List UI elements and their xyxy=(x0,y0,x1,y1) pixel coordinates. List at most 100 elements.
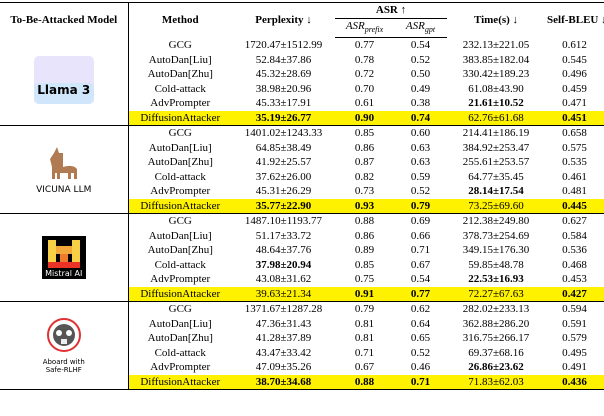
value-cell: 0.79 xyxy=(394,198,448,215)
header-cell: Self-BLEU ↓ xyxy=(545,1,604,38)
table-row: AutoDan[Zhu] 41.28±37.89 0.81 0.65 316.75±26… xyxy=(0,331,604,346)
value-cell: 0.74 xyxy=(394,110,448,127)
model-logo: Llama 3 xyxy=(2,55,126,109)
method-cell: AutoDan[Zhu] xyxy=(147,68,213,81)
value-cell: 255.61±253.57 xyxy=(462,156,530,169)
page: To-Be-Attacked Model Method Perplexity ↓… xyxy=(0,1,604,391)
table-row: DiffusionAttacker 39.63±21.34 0.91 0.77 72.2… xyxy=(0,286,604,303)
value-cell: 47.36±31.43 xyxy=(255,317,312,330)
value-cell: 0.471 xyxy=(562,97,587,110)
value-cell: 0.78 xyxy=(354,53,375,66)
value-cell: 0.453 xyxy=(562,273,587,286)
method-cell: AdvPrompter xyxy=(150,185,211,198)
logo-art xyxy=(44,143,84,186)
value-cell: 0.67 xyxy=(354,361,375,374)
value-cell: 0.496 xyxy=(562,68,587,81)
method-cell: GCG xyxy=(168,38,192,51)
model-logo: Mistral AI xyxy=(2,235,126,280)
value-cell: 43.47±33.42 xyxy=(255,346,312,359)
method-cell: AdvPrompter xyxy=(150,97,211,110)
value-cell: 0.91 xyxy=(335,286,394,303)
value-cell: 0.89 xyxy=(354,244,375,257)
value-cell: 61.08±43.90 xyxy=(468,82,524,95)
value-cell: 362.88±286.20 xyxy=(462,317,530,330)
table-row: AdvPrompter 43.08±31.62 0.75 0.54 22.53±16.9… xyxy=(0,272,604,287)
method-cell: AutoDan[Liu] xyxy=(148,317,212,330)
value-cell: 383.85±182.04 xyxy=(462,53,530,66)
value-cell: 0.62 xyxy=(410,303,431,316)
value-cell: 0.445 xyxy=(545,198,604,215)
logo-text: Aboard with xyxy=(42,357,85,366)
method-cell: Cold-attack xyxy=(154,258,206,271)
header-text: ASR xyxy=(405,20,425,32)
method-cell: AutoDan[Liu] xyxy=(148,229,212,242)
table-row: Cold-attack 43.47±33.42 0.71 0.52 69.37±68.1… xyxy=(0,346,604,361)
value-cell: 0.594 xyxy=(562,303,587,316)
header-row: ASRprefix ASRgpt xyxy=(0,18,604,39)
value-cell: 0.50 xyxy=(410,68,431,81)
value-cell: 378.73±254.69 xyxy=(462,229,530,242)
value-cell: 0.536 xyxy=(562,244,587,257)
value-cell: 0.93 xyxy=(335,198,394,215)
model-logo: Aboard with Safe-RLHF xyxy=(2,317,126,374)
value-cell: 214.41±186.19 xyxy=(462,127,530,140)
value-cell: 0.77 xyxy=(354,39,375,52)
value-cell: 1487.10±1193.77 xyxy=(244,215,323,228)
value-cell: 28.14±17.54 xyxy=(468,185,524,198)
value-cell: 0.461 xyxy=(562,170,587,183)
value-cell: 0.82 xyxy=(354,170,375,183)
value-cell: 71.83±62.03 xyxy=(447,374,546,391)
value-cell: 62.76±61.68 xyxy=(447,110,546,127)
value-cell: 0.436 xyxy=(545,374,604,391)
value-cell: 0.49 xyxy=(410,82,431,95)
value-cell: 0.88 xyxy=(335,374,394,391)
value-cell: 212.38±249.80 xyxy=(462,215,530,228)
value-cell: 37.62±26.00 xyxy=(255,170,312,183)
value-cell: 0.575 xyxy=(562,141,587,154)
value-cell: 0.658 xyxy=(562,127,587,140)
value-cell: 384.92±253.47 xyxy=(462,141,530,154)
value-cell: 1401.02±1243.33 xyxy=(244,127,323,140)
table-row: Mistral AI GCG 1487.10±1193.77 0.88 0.69 212.… xyxy=(0,213,604,303)
table-row: AutoDan[Liu] 52.84±37.86 0.78 0.52 383.85±18… xyxy=(0,53,604,68)
method-cell: AutoDan[Liu] xyxy=(148,141,212,154)
value-cell: 0.66 xyxy=(410,229,431,242)
value-cell: 21.61±10.52 xyxy=(468,97,524,110)
header-cell: ASRprefix xyxy=(335,18,394,39)
table-row: DiffusionAttacker 38.70±34.68 0.88 0.71 71.8… xyxy=(0,374,604,391)
logo-text: VICUNA LLM xyxy=(36,185,92,196)
header-cell: To-Be-Attacked Model xyxy=(0,1,129,38)
logo-text: Safe-RLHF xyxy=(45,365,82,374)
table-row: DiffusionAttacker 35.19±26.77 0.90 0.74 62.7… xyxy=(0,110,604,127)
header-row: To-Be-Attacked Model Method Perplexity ↓… xyxy=(0,1,604,38)
value-cell: 0.591 xyxy=(562,317,587,330)
value-cell: 1720.47±1512.99 xyxy=(244,38,323,51)
value-cell: 0.70 xyxy=(354,82,375,95)
value-cell: 0.59 xyxy=(410,170,431,183)
value-cell: 0.77 xyxy=(394,286,448,303)
model-cell: Aboard with Safe-RLHF xyxy=(0,301,129,391)
value-cell: 51.17±33.72 xyxy=(255,229,312,242)
value-cell: 0.81 xyxy=(354,332,375,345)
value-cell: 38.98±20.96 xyxy=(255,82,312,95)
value-cell: 0.52 xyxy=(410,346,431,359)
table-row: AutoDan[Zhu] 48.64±37.76 0.89 0.71 349.15±17… xyxy=(0,243,604,258)
table-row: AutoDan[Zhu] 45.32±28.69 0.72 0.50 330.42±18… xyxy=(0,67,604,82)
value-cell: 0.46 xyxy=(410,361,431,374)
value-cell: 64.85±38.49 xyxy=(255,141,312,154)
table-row: AdvPrompter 45.33±17.91 0.61 0.38 21.61±10.5… xyxy=(0,96,604,111)
method-cell: DiffusionAttacker xyxy=(128,198,232,215)
table-row: AutoDan[Liu] 47.36±31.43 0.81 0.64 362.88±28… xyxy=(0,317,604,332)
table-row: AdvPrompter 47.09±35.26 0.67 0.46 26.86±23.6… xyxy=(0,360,604,375)
table-row: AdvPrompter 45.31±26.29 0.73 0.52 28.14±17.5… xyxy=(0,184,604,199)
table-row: DiffusionAttacker 35.77±22.90 0.93 0.79 73.2… xyxy=(0,198,604,215)
value-cell: 0.63 xyxy=(410,156,431,169)
value-cell: 0.52 xyxy=(410,185,431,198)
value-cell: 0.481 xyxy=(562,185,587,198)
value-cell: 349.15±176.30 xyxy=(462,244,530,257)
header-cell: Method xyxy=(128,1,232,38)
header-cell: Perplexity ↓ xyxy=(232,1,335,38)
table-row: AutoDan[Zhu] 41.92±25.57 0.87 0.63 255.61±25… xyxy=(0,155,604,170)
method-cell: AutoDan[Zhu] xyxy=(147,332,213,345)
logo-art xyxy=(44,317,84,358)
